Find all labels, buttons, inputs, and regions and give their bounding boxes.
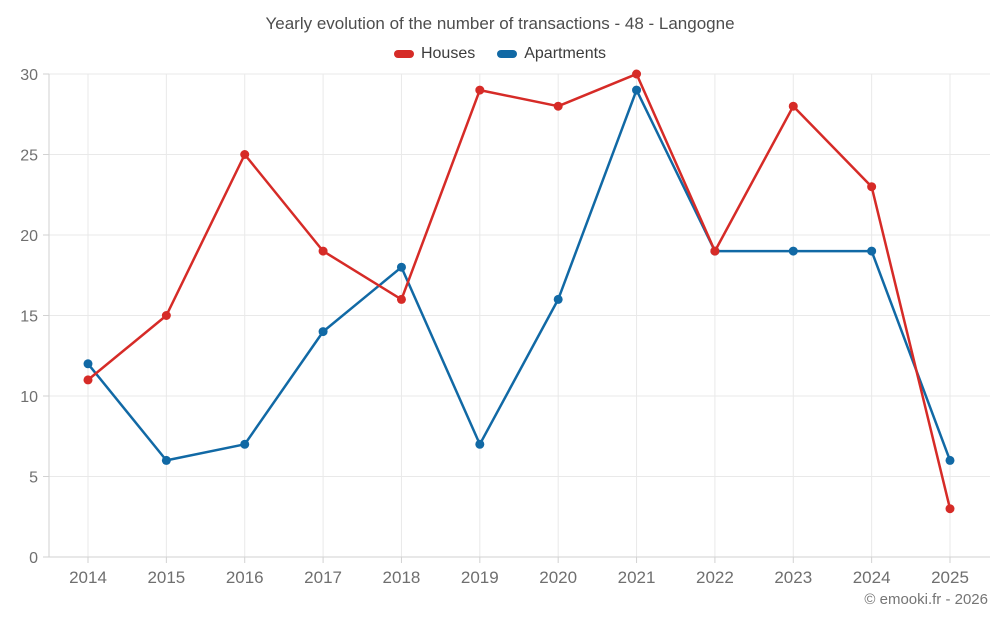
legend-item-houses[interactable]: Houses (393, 45, 476, 63)
houses-point-2022[interactable] (710, 246, 720, 256)
apartments-point-2016[interactable] (240, 439, 250, 449)
chart-legend: Houses Apartments (0, 45, 1000, 63)
apartments-point-2018[interactable] (396, 262, 406, 272)
y-tick-label: 0 (29, 550, 38, 567)
series-houses (83, 69, 955, 514)
y-tick-label: 5 (29, 470, 38, 487)
x-tick-label: 2022 (696, 568, 734, 587)
y-tick-label: 30 (20, 67, 38, 84)
x-tick-label: 2024 (853, 568, 891, 587)
y-tick-label: 10 (20, 389, 38, 406)
houses-point-2020[interactable] (553, 101, 563, 111)
apartments-point-2019[interactable] (475, 439, 485, 449)
apartments-point-2024[interactable] (867, 246, 877, 256)
legend-label-houses: Houses (420, 45, 476, 62)
apartments-point-2021[interactable] (632, 85, 642, 95)
x-tick-label: 2018 (383, 568, 421, 587)
x-tick-label: 2021 (618, 568, 656, 587)
houses-point-2016[interactable] (240, 150, 250, 159)
houses-point-2019[interactable] (475, 85, 485, 95)
houses-point-2018[interactable] (396, 294, 406, 304)
chart-title: Yearly evolution of the number of transa… (265, 14, 735, 33)
houses-point-2024[interactable] (867, 182, 877, 192)
y-tick-label: 25 (20, 148, 38, 165)
x-tick-label: 2019 (461, 568, 499, 587)
houses-point-2025[interactable] (945, 504, 955, 514)
legend-label-apartments: Apartments (524, 45, 607, 62)
x-tick-label: 2017 (304, 568, 342, 587)
apartments-point-2025[interactable] (945, 455, 955, 465)
houses-point-2023[interactable] (788, 101, 798, 111)
apartments-point-2017[interactable] (318, 327, 328, 337)
apartments-point-2015[interactable] (161, 455, 171, 465)
x-tick-label: 2015 (147, 568, 185, 587)
series-apartments (83, 85, 955, 465)
y-tick-label: 20 (20, 228, 38, 245)
x-tick-label: 2016 (226, 568, 264, 587)
apartments-line (86, 88, 952, 462)
houses-point-2017[interactable] (318, 246, 328, 256)
x-tick-label: 2023 (774, 568, 812, 587)
houses-point-2015[interactable] (161, 311, 171, 320)
apartments-point-2023[interactable] (788, 246, 798, 256)
apartments-series-swatch (497, 50, 518, 58)
copyright-credit: © emooki.fr - 2026 (864, 591, 988, 608)
houses-point-2021[interactable] (632, 69, 642, 79)
houses-point-2014[interactable] (83, 375, 93, 385)
y-tick-label: 15 (20, 309, 38, 326)
x-tick-label: 2020 (539, 568, 577, 587)
apartments-point-2020[interactable] (553, 294, 563, 304)
apartments-point-2014[interactable] (83, 359, 93, 369)
x-tick-label: 2014 (69, 568, 107, 587)
x-tick-label: 2025 (931, 568, 969, 587)
houses-series-swatch (393, 50, 414, 58)
legend-item-apartments[interactable]: Apartments (497, 45, 606, 63)
houses-line (86, 72, 952, 510)
